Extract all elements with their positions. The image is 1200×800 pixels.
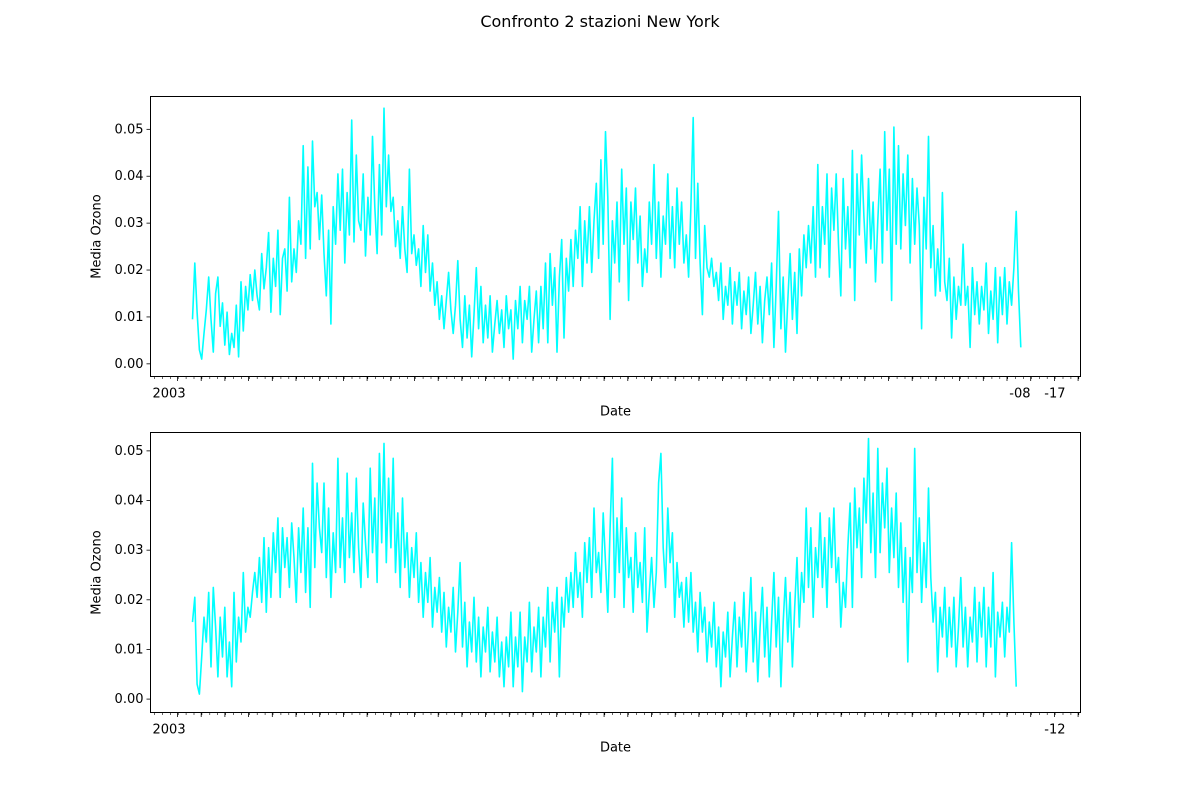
bottom-ytick-label: 0.03 <box>115 543 144 558</box>
top-xtick-label-last: -17 <box>1044 387 1065 402</box>
subplot-bottom: 0.00 0.01 0.02 0.03 0.04 0.05 2003 -12 Date Media… <box>90 432 1081 756</box>
bottom-axes-frame <box>150 432 1081 713</box>
top-ytick-label: 0.02 <box>115 263 144 278</box>
bottom-xtick-label-last: -12 <box>1044 723 1065 738</box>
bottom-xlabel: Date <box>600 741 631 756</box>
top-axes-frame <box>150 96 1081 377</box>
bottom-ylabel: Media Ozono <box>90 530 105 614</box>
bottom-ytick-label: 0.00 <box>115 692 144 707</box>
top-ytick-label: 0.00 <box>115 357 144 372</box>
top-ytick-label: 0.04 <box>115 169 144 184</box>
bottom-ytick-label: 0.05 <box>115 444 144 459</box>
bottom-ytick-label: 0.02 <box>115 593 144 608</box>
top-xlabel: Date <box>600 405 631 420</box>
top-ylabel: Media Ozono <box>90 194 105 278</box>
figure-suptitle: Confronto 2 stazioni New York <box>480 12 720 31</box>
top-ytick-label: 0.01 <box>115 310 144 325</box>
bottom-ytick-label: 0.01 <box>115 642 144 657</box>
subplot-top: 0.00 0.01 0.02 0.03 0.04 0.05 2003 -08 -17 Date Me… <box>90 96 1081 420</box>
top-ytick-label: 0.03 <box>115 216 144 231</box>
top-series-line-0 <box>191 107 1022 360</box>
top-xtick-label-first: 2003 <box>153 387 186 402</box>
bottom-xtick-label-first: 2003 <box>153 723 186 738</box>
top-xtick-label: -08 <box>1009 387 1030 402</box>
bottom-series-line-0 <box>191 437 1017 695</box>
bottom-ytick-label: 0.04 <box>115 494 144 509</box>
top-ytick-label: 0.05 <box>115 122 144 137</box>
